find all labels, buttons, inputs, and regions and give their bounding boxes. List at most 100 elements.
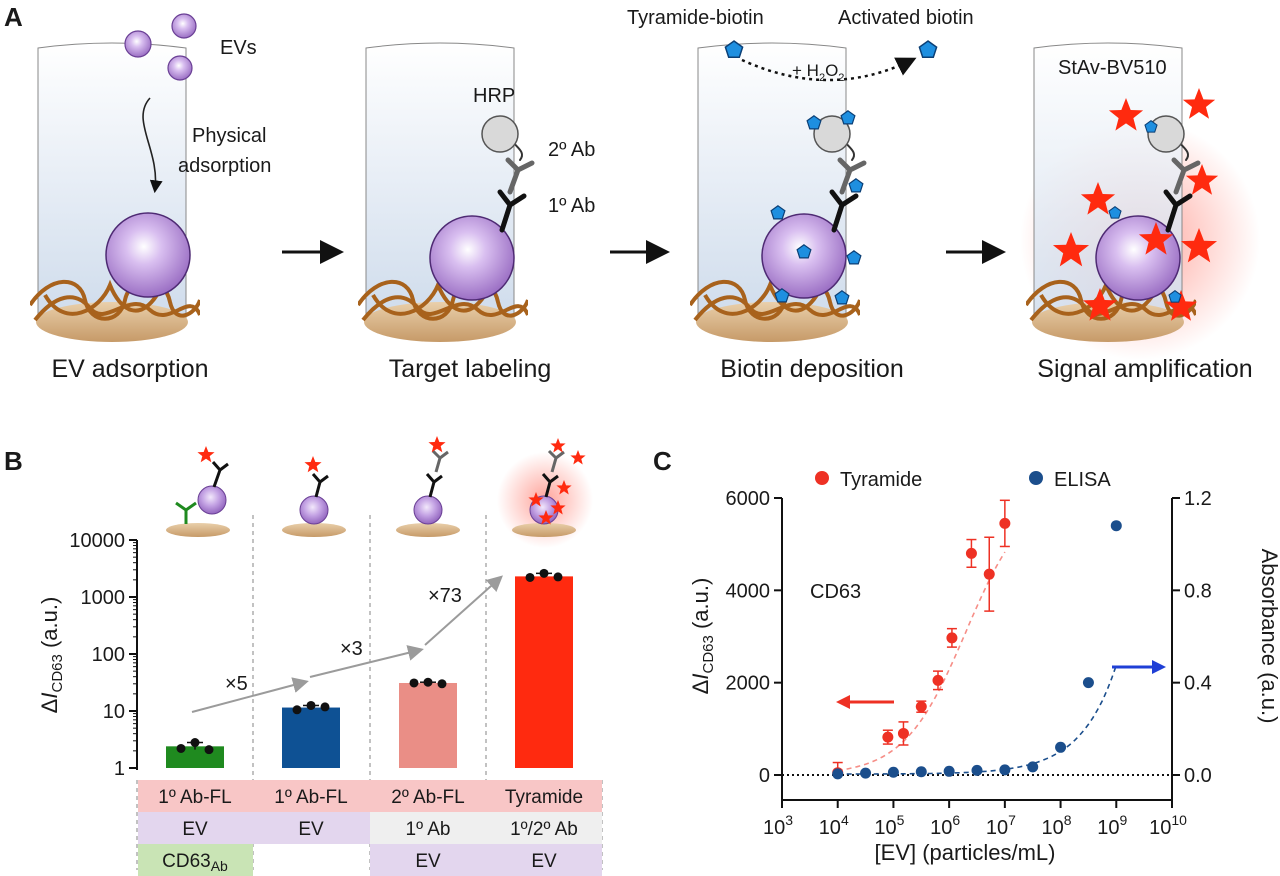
fit-curve-0	[837, 551, 1006, 772]
panel-b-label: B	[4, 446, 23, 476]
point-elisa-4	[943, 765, 955, 777]
data-point-0-0	[176, 743, 186, 753]
x-tick-label-7: 1010	[1149, 812, 1187, 839]
panel-c-series	[832, 499, 1122, 780]
table-cell-r1c1: 1º Ab-FL	[158, 787, 231, 808]
activated-biotin-label: Activated biotin	[838, 7, 974, 29]
bar-2	[399, 682, 457, 768]
fit-curve-1	[837, 665, 1118, 775]
well-4	[1020, 42, 1260, 360]
panel-a-label: A	[4, 2, 23, 32]
table-cell-r2c2: EV	[298, 819, 324, 840]
table-cell-r3c3: EV	[415, 851, 441, 872]
evs-label: EVs	[220, 37, 257, 59]
y-tick-label-3: 1000	[81, 587, 126, 609]
point-elisa-3	[915, 766, 927, 778]
panel-c-legend: Tyramide ELISA	[815, 469, 1111, 491]
point-elisa-5	[971, 764, 983, 776]
bar-3	[515, 576, 573, 768]
hrp-label: HRP	[473, 85, 515, 107]
table-cell-r2c3: 1º Ab	[406, 819, 451, 840]
left-tick-label-0: 0	[759, 765, 770, 787]
physical-label: Physical	[192, 125, 266, 147]
panel-b-icons	[166, 436, 593, 548]
condition-table: 1º Ab-FL 1º Ab-FL 2º Ab-FL Tyramide EV E…	[138, 780, 602, 876]
step-caption-3: Biotin deposition	[720, 355, 903, 383]
panel-c-axes: 0 2000 4000 6000 0.0 0.4 0.8 1.2 103 104 105 106 107…	[726, 488, 1212, 839]
point-elisa-2	[887, 766, 899, 778]
h2o2-label: + H2O2	[792, 61, 844, 84]
ev-1	[105, 212, 191, 298]
panel-c-xlabel: [EV] (particles/mL)	[875, 840, 1056, 865]
data-point-1-0	[292, 705, 302, 715]
adsorption-arrow	[142, 97, 163, 194]
y-tick-label-4: 10000	[69, 530, 125, 552]
x-tick-label-2: 105	[874, 812, 904, 839]
table-cell-r2c4: 1º/2º Ab	[510, 819, 578, 840]
table-cell-r3c4: EV	[531, 851, 557, 872]
point-elisa-6	[999, 764, 1011, 776]
point-tyramide-4	[932, 674, 944, 686]
ab1-label: 1º Ab	[548, 195, 595, 217]
point-elisa-1	[860, 767, 872, 779]
table-cell-r1c2: 1º Ab-FL	[274, 787, 347, 808]
x-tick-label-5: 108	[1042, 812, 1072, 839]
tyramide-reaction	[724, 40, 938, 82]
right-tick-label-3: 1.2	[1184, 488, 1212, 510]
x-tick-label-4: 107	[986, 812, 1016, 839]
adsorption-label: adsorption	[178, 155, 271, 177]
data-point-3-1	[539, 568, 549, 578]
y-tick-label-0: 1	[114, 758, 125, 780]
antibody-3	[813, 115, 867, 233]
panel-b-ylabel: ΔICD63 (a.u.)	[37, 597, 66, 714]
x-tick-label-3: 106	[930, 812, 960, 839]
legend-elisa: ELISA	[1054, 469, 1111, 491]
panel-b-ticks: 1 10 100 1000 10000	[69, 530, 137, 780]
point-elisa-7	[1027, 761, 1039, 773]
antibody-2	[481, 115, 535, 233]
data-point-3-0	[525, 572, 535, 582]
panel-b-bars	[166, 568, 573, 768]
legend-tyramide: Tyramide	[840, 469, 922, 491]
data-point-2-1	[423, 677, 433, 687]
panel-a-wells	[30, 42, 1260, 360]
x-tick-label-1: 104	[819, 812, 849, 839]
data-point-2-2	[437, 679, 447, 689]
axis-direction-arrows	[836, 660, 1166, 709]
point-tyramide-7	[983, 568, 995, 580]
data-point-0-1	[190, 738, 200, 748]
step-caption-1: EV adsorption	[51, 355, 208, 383]
bar-1	[282, 707, 340, 768]
fold-arrows	[191, 575, 503, 713]
step-caption-4: Signal amplification	[1037, 355, 1252, 383]
fold-label-3: ×73	[428, 585, 462, 607]
right-tick-label-1: 0.4	[1184, 673, 1212, 695]
point-elisa-0	[832, 768, 844, 780]
y-tick-label-1: 10	[103, 701, 125, 723]
left-tick-label-1: 2000	[726, 673, 771, 695]
point-elisa-8	[1055, 741, 1067, 753]
x-tick-label-0: 103	[763, 812, 793, 839]
point-tyramide-2	[897, 727, 909, 739]
panel-c-ylabel-left: ΔICD63 (a.u.)	[688, 578, 717, 695]
table-cell-r1c3: 2º Ab-FL	[391, 787, 464, 808]
ev-2	[429, 215, 515, 301]
data-point-1-1	[306, 700, 316, 710]
panel-c-annotation: CD63	[810, 581, 861, 603]
x-tick-label-6: 109	[1097, 812, 1127, 839]
point-tyramide-8	[999, 517, 1011, 529]
point-tyramide-3	[915, 701, 927, 713]
point-tyramide-6	[965, 547, 977, 559]
table-cell-r3c1: CD63Ab	[162, 851, 228, 874]
table-cell-r1c4: Tyramide	[505, 787, 583, 808]
panel-c-ylabel-right: Absorbance (a.u.)	[1257, 549, 1280, 724]
data-point-0-2	[204, 745, 214, 755]
step-caption-2: Target labeling	[389, 355, 552, 383]
point-elisa-9	[1082, 677, 1094, 689]
ab2-label: 2º Ab	[548, 139, 595, 161]
panel-c-label: C	[653, 446, 672, 476]
fold-label-1: ×5	[225, 673, 248, 695]
data-point-2-0	[409, 678, 419, 688]
stav-label: StAv-BV510	[1058, 57, 1167, 79]
